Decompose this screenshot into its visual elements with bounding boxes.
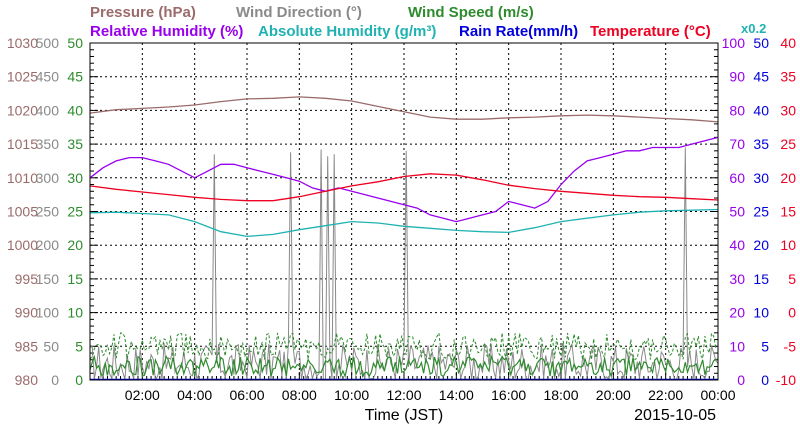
- wind-speed-tick-label: 5: [75, 338, 83, 354]
- x-tick-label: 20:00: [596, 387, 631, 403]
- legend-rain-rate: Rain Rate(mm/h): [459, 23, 578, 40]
- temperature-tick-label: 30: [780, 102, 796, 118]
- pressure-tick-label: 1010: [7, 170, 38, 186]
- temperature-tick-label: 40: [780, 35, 796, 51]
- x-tick-label: 18:00: [543, 387, 578, 403]
- wind-direction-tick-label: 500: [36, 35, 60, 51]
- relative-humidity-tick-label: 70: [729, 136, 745, 152]
- wind-gust-line: [89, 331, 719, 361]
- pressure-line: [89, 96, 719, 123]
- rain-rate-tick-label: 15: [753, 271, 769, 287]
- rain-rate-tick-label: 10: [753, 305, 769, 321]
- legend-absolute-humidity: Absolute Humidity (g/m³): [258, 23, 436, 40]
- wind-direction-tick-label: 0: [51, 372, 59, 388]
- relative-humidity-tick-label: 50: [729, 204, 745, 220]
- wind-speed-tick-label: 45: [67, 69, 83, 85]
- legend-wind-direction: Wind Direction (°): [236, 4, 362, 21]
- temperature-tick-label: -5: [784, 338, 797, 354]
- temperature-tick-label: 20: [780, 170, 796, 186]
- relative-humidity-tick-label: 30: [729, 271, 745, 287]
- wind-speed-tick-label: 20: [67, 237, 83, 253]
- plot-frame: [89, 42, 719, 381]
- pressure-tick-label: 1020: [7, 102, 38, 118]
- x-tick-label: 10:00: [334, 387, 369, 403]
- relative-humidity-tick-label: 60: [729, 170, 745, 186]
- relative-humidity-tick-label: 100: [722, 35, 746, 51]
- absolute-humidity-line: [89, 208, 719, 238]
- relative-humidity-tick-label: 40: [729, 237, 745, 253]
- relative-humidity-tick-label: 10: [729, 338, 745, 354]
- x-tick-label: 02:00: [125, 387, 160, 403]
- temperature-tick-label: 25: [780, 136, 796, 152]
- rain-rate-tick-label: 40: [753, 102, 769, 118]
- wind-speed-tick-label: 15: [67, 271, 83, 287]
- pressure-tick-label: 1005: [7, 204, 38, 220]
- rain-rate-tick-label: 35: [753, 136, 769, 152]
- wind-speed-tick-label: 40: [67, 102, 83, 118]
- grid: [90, 43, 718, 380]
- legend-temperature: Temperature (°C): [590, 23, 711, 40]
- relative-humidity-line: [89, 136, 719, 223]
- temperature-line: [89, 173, 719, 202]
- wind-speed-tick-label: 10: [67, 305, 83, 321]
- wind-direction-tick-label: 100: [36, 305, 60, 321]
- x-tick-label: 22:00: [648, 387, 683, 403]
- wind-direction-tick-label: 250: [36, 204, 60, 220]
- temperature-tick-label: 15: [780, 204, 796, 220]
- x-tick-label: 00:00: [700, 387, 735, 403]
- x-tick-label: 08:00: [282, 387, 317, 403]
- legend-scale-note: x0.2: [741, 21, 766, 36]
- legend-wind-speed: Wind Speed (m/s): [408, 4, 534, 21]
- rain-rate-tick-label: 50: [753, 35, 769, 51]
- wind-speed-tick-label: 35: [67, 136, 83, 152]
- wind-speed-tick-label: 25: [67, 204, 83, 220]
- x-tick-label: 14:00: [439, 387, 474, 403]
- relative-humidity-tick-label: 80: [729, 102, 745, 118]
- x-tick-label: 16:00: [491, 387, 526, 403]
- temperature-tick-label: -10: [776, 372, 796, 388]
- temperature-tick-label: 5: [788, 271, 796, 287]
- relative-humidity-tick-label: 0: [737, 372, 745, 388]
- wind-direction-tick-label: 450: [36, 69, 60, 85]
- temperature-tick-label: 0: [788, 305, 796, 321]
- rain-rate-tick-label: 45: [753, 69, 769, 85]
- rain-rate-tick-label: 0: [761, 372, 769, 388]
- chart-date: 2015-10-05: [634, 407, 716, 424]
- relative-humidity-tick-label: 20: [729, 305, 745, 321]
- rain-rate-tick-label: 20: [753, 237, 769, 253]
- wind-speed-line: [89, 354, 719, 379]
- y-axes: 9809859909951000100510101015102010251030…: [7, 35, 796, 388]
- wind-speed-tick-label: 30: [67, 170, 83, 186]
- pressure-tick-label: 985: [15, 338, 39, 354]
- rain-rate-tick-label: 25: [753, 204, 769, 220]
- x-tick-label: 12:00: [386, 387, 421, 403]
- relative-humidity-tick-label: 90: [729, 69, 745, 85]
- x-axis-label: Time (JST): [365, 407, 444, 424]
- legend: Pressure (hPa) Wind Direction (°) Wind S…: [90, 4, 766, 40]
- pressure-tick-label: 1000: [7, 237, 38, 253]
- wind-speed-tick-label: 0: [75, 372, 83, 388]
- pressure-tick-label: 1025: [7, 69, 38, 85]
- wind-direction-tick-label: 200: [36, 237, 60, 253]
- legend-pressure: Pressure (hPa): [90, 4, 196, 21]
- wind-direction-tick-label: 400: [36, 102, 60, 118]
- pressure-tick-label: 1015: [7, 136, 38, 152]
- wind-speed-tick-label: 50: [67, 35, 83, 51]
- x-tick-label: 06:00: [229, 387, 264, 403]
- wind-direction-tick-label: 300: [36, 170, 60, 186]
- pressure-tick-label: 1030: [7, 35, 38, 51]
- rain-rate-tick-label: 30: [753, 170, 769, 186]
- x-tick-label: 04:00: [177, 387, 212, 403]
- wind-direction-tick-label: 150: [36, 271, 60, 287]
- pressure-tick-label: 995: [15, 271, 39, 287]
- pressure-tick-label: 990: [15, 305, 39, 321]
- legend-relative-humidity: Relative Humidity (%): [90, 23, 243, 40]
- temperature-tick-label: 35: [780, 69, 796, 85]
- wind-direction-tick-label: 50: [43, 338, 59, 354]
- pressure-tick-label: 980: [15, 372, 39, 388]
- rain-rate-tick-label: 5: [761, 338, 769, 354]
- wind-direction-tick-label: 350: [36, 136, 60, 152]
- temperature-tick-label: 10: [780, 237, 796, 253]
